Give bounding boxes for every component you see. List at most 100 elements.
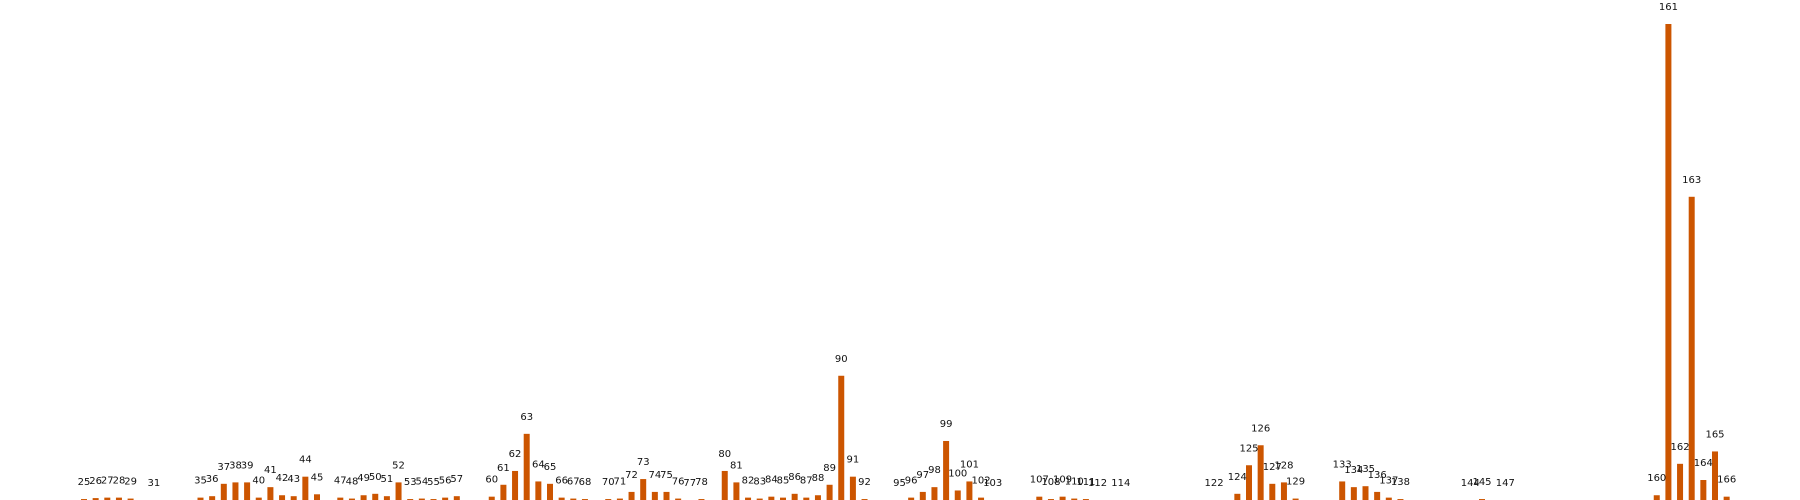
bar-134	[1350, 487, 1357, 500]
bar-28	[115, 497, 122, 500]
bar-71	[616, 498, 623, 500]
bar-label-47: 47	[334, 476, 347, 487]
bar-label-87: 87	[800, 476, 813, 487]
bar-label-50: 50	[369, 472, 382, 483]
bar-label-57: 57	[450, 474, 463, 485]
bar-26	[92, 498, 99, 500]
bar-83	[756, 498, 763, 500]
bar-label-89: 89	[823, 463, 836, 474]
bar-64	[535, 481, 542, 500]
bar-label-108: 108	[1041, 477, 1060, 488]
bar-96	[908, 497, 915, 500]
bar-label-74: 74	[648, 470, 661, 481]
bar-label-114: 114	[1111, 478, 1130, 489]
bar-label-102: 102	[972, 476, 991, 487]
bar-label-54: 54	[415, 477, 428, 488]
bar-label-144: 144	[1461, 478, 1480, 489]
bar-label-111: 111	[1076, 477, 1095, 488]
bar-164	[1700, 480, 1707, 500]
bar-73	[640, 479, 647, 500]
bar-label-137: 137	[1379, 476, 1398, 487]
bar-label-53: 53	[404, 477, 417, 488]
bar-label-78: 78	[695, 477, 708, 488]
bar-label-125: 125	[1239, 443, 1258, 454]
bar-label-63: 63	[520, 412, 533, 423]
bar-label-70: 70	[602, 477, 615, 488]
bar-label-25: 25	[78, 477, 91, 488]
bar-128	[1280, 482, 1287, 500]
bar-label-166: 166	[1717, 475, 1736, 486]
bar-label-95: 95	[893, 478, 906, 489]
bar-72	[628, 491, 635, 500]
bar-label-127: 127	[1263, 462, 1282, 473]
bar-label-165: 165	[1705, 429, 1724, 440]
bar-label-92: 92	[858, 477, 871, 488]
bar-57	[453, 496, 460, 500]
bar-label-67: 67	[567, 477, 580, 488]
bar-label-51: 51	[381, 474, 394, 485]
bar-52	[395, 482, 402, 500]
bar-135	[1362, 486, 1369, 500]
bar-label-41: 41	[264, 465, 277, 476]
bar-label-73: 73	[637, 457, 650, 468]
bar-63	[523, 433, 530, 500]
bar-163	[1688, 196, 1695, 500]
bar-label-27: 27	[101, 476, 114, 487]
bar-129	[1292, 498, 1299, 500]
bar-label-164: 164	[1694, 458, 1713, 469]
bar-124	[1234, 493, 1241, 500]
bar-88	[814, 495, 821, 500]
bar-label-160: 160	[1647, 473, 1666, 484]
bar-36	[209, 496, 216, 500]
bar-40	[255, 497, 262, 500]
bar-label-72: 72	[625, 470, 638, 481]
bar-label-163: 163	[1682, 175, 1701, 186]
bar-label-31: 31	[148, 478, 161, 489]
bar-51	[383, 496, 390, 500]
bar-label-36: 36	[206, 474, 219, 485]
bar-101	[966, 481, 973, 500]
bar-99	[943, 440, 950, 500]
bar-label-39: 39	[241, 460, 254, 471]
bar-82	[745, 497, 752, 500]
bar-label-60: 60	[485, 475, 498, 486]
bar-label-62: 62	[509, 449, 522, 460]
bar-80	[721, 470, 728, 500]
bar-38	[232, 482, 239, 500]
bar-87	[803, 497, 810, 500]
bar-61	[500, 484, 507, 500]
bar-39	[244, 482, 251, 500]
bar-90	[838, 375, 845, 500]
bar-label-84: 84	[765, 475, 778, 486]
bar-81	[733, 482, 740, 500]
bar-label-90: 90	[835, 354, 848, 365]
bar-27	[104, 497, 111, 500]
bar-label-128: 128	[1274, 460, 1293, 471]
bar-label-161: 161	[1659, 2, 1678, 13]
bar-127	[1269, 483, 1276, 500]
bar-136	[1374, 491, 1381, 500]
bar-49	[360, 495, 367, 500]
bar-107	[1036, 496, 1043, 500]
bar-label-77: 77	[683, 478, 696, 489]
bar-label-91: 91	[847, 455, 860, 466]
bar-133	[1339, 481, 1346, 500]
bar-label-37: 37	[217, 462, 230, 473]
bar-label-110: 110	[1065, 477, 1084, 488]
bar-41	[267, 487, 274, 500]
bar-label-42: 42	[276, 473, 289, 484]
bar-35	[197, 497, 204, 500]
bar-label-99: 99	[940, 419, 953, 430]
bar-label-135: 135	[1356, 464, 1375, 475]
bar-label-147: 147	[1496, 478, 1515, 489]
bar-67	[570, 498, 577, 500]
bar-166	[1723, 496, 1730, 500]
bar-42	[279, 495, 286, 500]
bar-label-65: 65	[544, 462, 557, 473]
bar-label-126: 126	[1251, 423, 1270, 434]
bar-label-129: 129	[1286, 477, 1305, 488]
bar-label-38: 38	[229, 460, 242, 471]
bar-label-133: 133	[1333, 459, 1352, 470]
bar-label-145: 145	[1472, 477, 1491, 488]
